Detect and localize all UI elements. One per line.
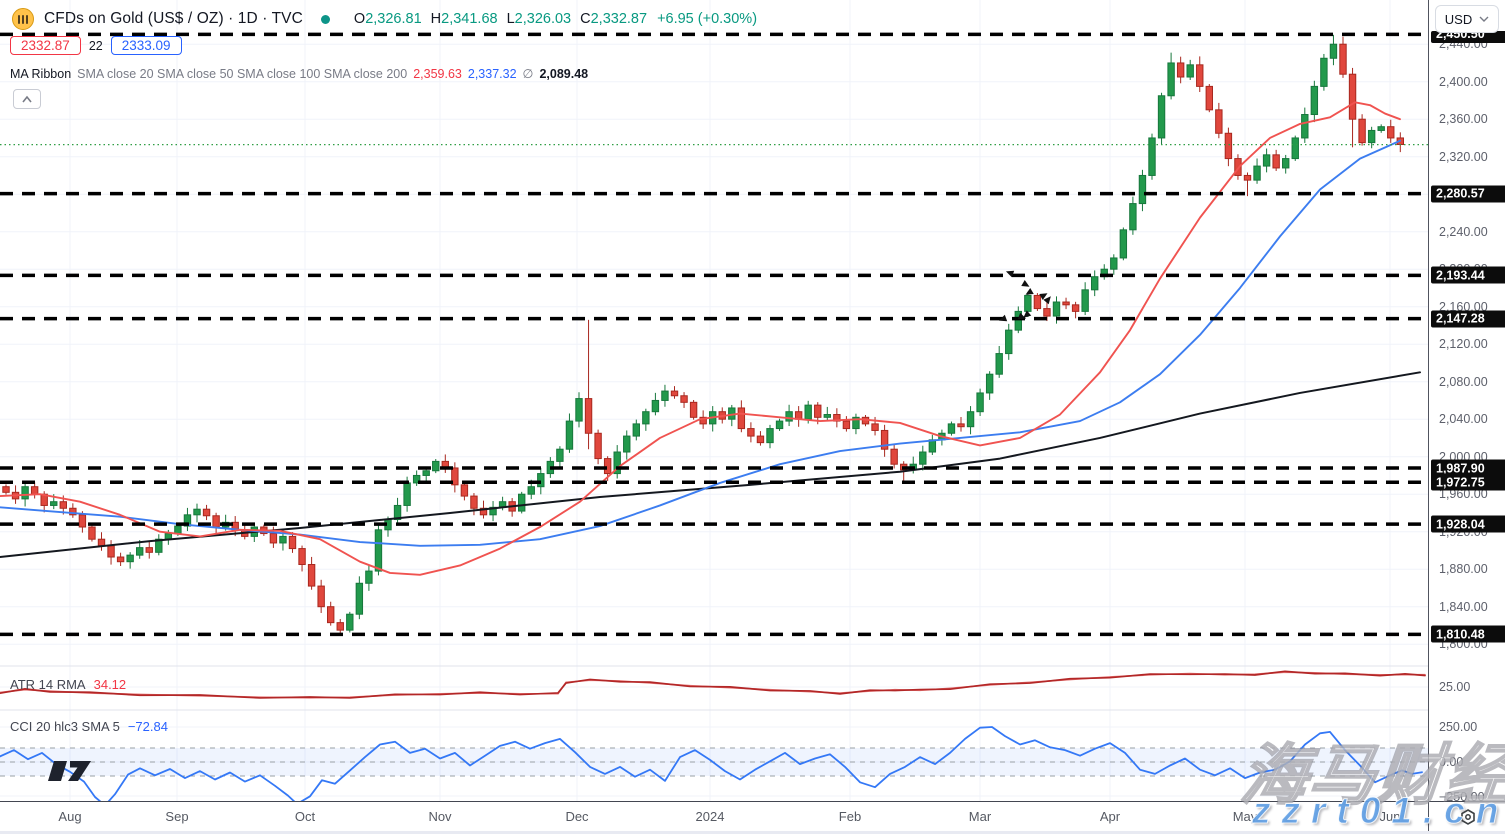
chart-markers[interactable] — [998, 268, 1054, 324]
sma100-disabled-symbol: ∅ — [522, 67, 534, 81]
price-level-tag[interactable]: 2,147.28 — [1431, 310, 1505, 328]
sma50-line — [0, 139, 1401, 547]
chevron-down-icon — [1479, 16, 1489, 22]
price-axis-label: 2,360.00 — [1439, 112, 1488, 127]
price-axis-label: 1,840.00 — [1439, 599, 1488, 614]
price-change: +6.95 (+0.30%) — [657, 11, 758, 27]
atr-raw-line — [0, 671, 1426, 699]
axis-settings-corner[interactable] — [1428, 801, 1505, 831]
time-axis-label: Apr — [1099, 809, 1121, 824]
collapse-legend-button[interactable] — [13, 89, 41, 109]
price-axis-label: 2,400.00 — [1439, 74, 1488, 89]
price-axis-label: 2,040.00 — [1439, 412, 1488, 427]
ohlc-values: O2,326.81 H2,341.68 L2,326.03 C2,332.87 — [354, 11, 647, 27]
sma50-value: 2,337.32 — [467, 66, 517, 81]
grid-lines — [0, 0, 1428, 801]
price-level-tag[interactable]: 1,972.75 — [1431, 473, 1505, 491]
chevron-up-icon — [22, 95, 32, 103]
cci-axis-label: −250.00 — [1439, 790, 1485, 804]
time-axis-label: 2024 — [695, 809, 725, 824]
candlesticks — [2, 34, 1404, 634]
gear-icon[interactable] — [1460, 808, 1476, 825]
symbol-title[interactable]: CFDs on Gold (US$ / OZ) · 1D · TVC — [44, 10, 303, 27]
atr-label: ATR 14 RMA — [10, 677, 86, 692]
ohlc-item: O2,326.81 — [353, 11, 422, 27]
cci-line — [0, 726, 1423, 801]
window-bottom-edge — [0, 831, 1505, 834]
time-axis-label: Aug — [58, 809, 82, 824]
cci-axis-label: 250.00 — [1439, 720, 1478, 734]
atr-value: 34.12 — [93, 677, 127, 692]
tradingview-logo[interactable] — [46, 758, 92, 784]
currency-dropdown[interactable]: USD — [1435, 5, 1499, 33]
symbol-header: CFDs on Gold (US$ / OZ) · 1D · TVC O2,32… — [12, 8, 757, 30]
cci-indicator-legend[interactable]: CCI 20 hlc3 SMA 5 −72.84 — [10, 719, 168, 734]
ohlc-item: H2,341.68 — [430, 11, 498, 27]
bid-price-button[interactable]: 2332.87 — [10, 36, 81, 55]
gold-coin-icon — [12, 8, 34, 30]
price-axis-label: 2,120.00 — [1439, 337, 1488, 352]
price-axis-label: 2,320.00 — [1439, 149, 1488, 164]
time-axis-label: May — [1232, 809, 1258, 824]
time-axis-label: Sep — [165, 809, 189, 824]
atr-rma-line — [0, 670, 1426, 699]
price-level-tag[interactable]: 2,450.50 — [1431, 31, 1505, 43]
atr-indicator-legend[interactable]: ATR 14 RMA 34.12 — [10, 677, 126, 692]
sma20-line — [0, 101, 1401, 576]
ma-ribbon-params: SMA close 20 SMA close 50 SMA close 100 … — [77, 66, 408, 81]
ma-ribbon-label: MA Ribbon — [10, 66, 72, 81]
cci-value: −72.84 — [127, 719, 168, 734]
ask-price-button[interactable]: 2333.09 — [110, 36, 182, 55]
currency-label: USD — [1444, 11, 1473, 27]
spread-value: 22 — [88, 38, 103, 53]
price-axis-label: 2,240.00 — [1439, 224, 1488, 239]
cci-axis-label: 0.00 — [1439, 755, 1464, 769]
price-level-tag[interactable]: 1,810.48 — [1431, 625, 1505, 643]
price-axis-label: 1,880.00 — [1439, 562, 1488, 577]
sma200-value: 2,089.48 — [539, 66, 589, 81]
time-axis-label: Mar — [968, 809, 992, 824]
price-level-lines[interactable] — [0, 32, 1428, 637]
sma20-value: 2,359.63 — [413, 66, 462, 81]
time-axis-label: Feb — [838, 809, 862, 824]
ohlc-item: C2,332.87 — [580, 11, 648, 27]
time-axis-label: Oct — [294, 809, 316, 824]
ohlc-item: L2,326.03 — [506, 11, 572, 27]
ma-ribbon-legend[interactable]: MA Ribbon SMA close 20 SMA close 50 SMA … — [10, 66, 589, 82]
time-axis-label: Nov — [428, 809, 452, 824]
atr-axis-label: 25.00 — [1439, 680, 1471, 694]
price-level-tag[interactable]: 2,280.57 — [1431, 185, 1505, 203]
price-level-tag[interactable]: 1,928.04 — [1431, 515, 1505, 533]
cci-label: CCI 20 hlc3 SMA 5 — [10, 719, 120, 734]
time-axis[interactable]: Aug Sep Oct Nov Dec 2024 Feb Mar Apr May Jun — [0, 801, 1428, 831]
price-axis-label: 2,080.00 — [1439, 374, 1488, 389]
market-status-dot — [320, 14, 330, 24]
time-axis-label: Jun — [1379, 809, 1401, 824]
time-axis-label: Dec — [565, 809, 589, 824]
bid-ask-row: 2332.87 22 2333.09 — [10, 36, 182, 55]
price-level-tag[interactable]: 2,193.44 — [1431, 266, 1505, 284]
price-level-tag[interactable]: 1,987.90 — [1431, 459, 1505, 477]
price-axis[interactable]: USD 2,440.002,400.002,360.002,320.002,28… — [1428, 0, 1505, 834]
